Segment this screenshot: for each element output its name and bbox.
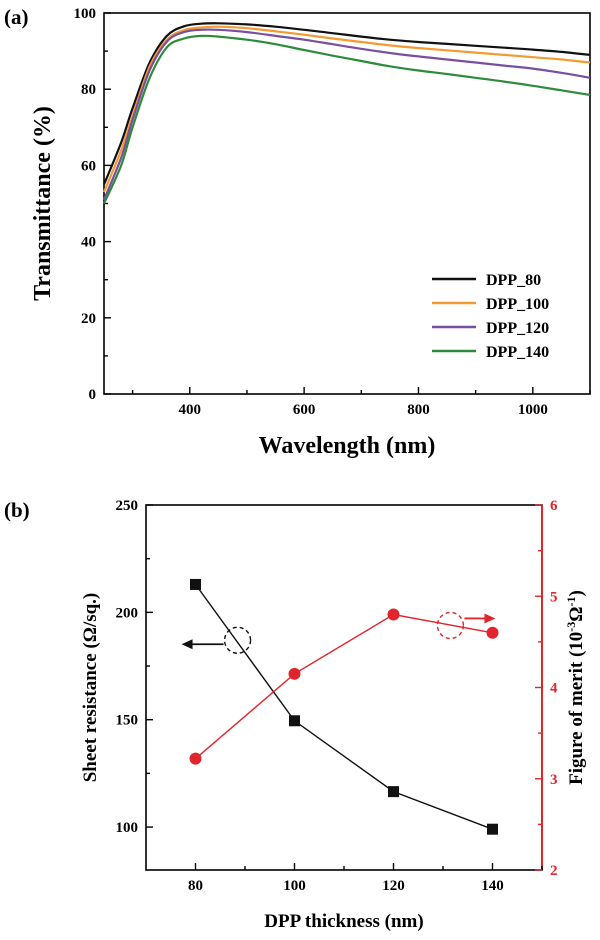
y-tick-label: 0 (89, 387, 97, 403)
legend-label: DPP_140 (486, 344, 549, 361)
y-tick-label: 100 (74, 6, 97, 22)
left-axis-arrowhead (181, 639, 193, 650)
left-y-tick-label: 200 (116, 605, 139, 621)
right-title-end: ) (566, 590, 587, 596)
panel-a-x-axis-title: Wavelength (nm) (259, 433, 436, 459)
left-axis-indicator-circle (223, 626, 252, 654)
legend-label: DPP_100 (486, 296, 549, 313)
panel-b-series (189, 578, 499, 835)
right-title-sup2: -1 (564, 596, 578, 606)
x-tick-label: 80 (188, 878, 203, 894)
panel-b-left-y-axis-title: Sheet resistance (Ω/sq.) (80, 593, 101, 783)
panel-b-plot-frame (145, 504, 543, 871)
x-tick-label: 140 (481, 878, 504, 894)
sheet-resistance-point (487, 823, 498, 835)
figure-of-merit-point (486, 626, 499, 639)
y-tick-label: 40 (81, 235, 96, 251)
panel-a-y-axis-title: Transmittance (%) (30, 106, 56, 301)
panel-a-y-ticks: 0 20 40 60 80 100 (74, 6, 111, 403)
right-title-mid: Ω (566, 606, 587, 621)
panel-a-series (102, 22, 591, 204)
x-tick-label: 120 (382, 878, 405, 894)
panel-b-right-y-axis-title: Figure of merit (10-3Ω-1) (564, 590, 587, 785)
sheet-resistance-point (388, 786, 399, 798)
x-tick-label: 1000 (518, 402, 548, 418)
series-line-dpp_140 (103, 34, 591, 204)
right-y-tick-label: 5 (550, 589, 558, 605)
left-y-tick-label: 250 (116, 498, 139, 514)
y-tick-label: 60 (81, 158, 96, 174)
series-line-dpp_120 (102, 28, 591, 201)
panel-a-legend: DPP_80 DPP_100 DPP_120 DPP_140 (432, 272, 549, 361)
panel-b-left-y-ticks: 100 150 200 250 (116, 498, 153, 836)
panel-b-x-axis-title: DPP thickness (nm) (264, 911, 423, 932)
legend-label: DPP_120 (486, 320, 549, 337)
panel-b-right-y-ticks: 2 3 4 5 6 (535, 498, 558, 879)
series-line-dpp_100 (102, 25, 591, 193)
left-y-tick-label: 100 (116, 820, 139, 836)
panel-b-axis-indicators (181, 611, 496, 654)
right-y-tick-label: 3 (550, 772, 558, 788)
right-y-tick-label: 2 (550, 863, 558, 879)
right-y-tick-label: 6 (550, 498, 558, 514)
panel-b-resistance-merit-chart: (b) 80 100 120 140 100 150 200 250 2 3 4 5 6 DPP t… (4, 498, 587, 932)
left-y-tick-label: 150 (116, 713, 139, 729)
panel-b-x-ticks: 80 100 120 140 (188, 863, 543, 894)
y-tick-label: 20 (81, 311, 96, 327)
y-tick-label: 80 (81, 82, 96, 98)
figure-of-merit-point (387, 608, 400, 621)
panel-a-x-ticks: 400 600 800 1000 (131, 387, 591, 418)
right-axis-indicator-circle (436, 611, 465, 640)
right-title-sup1: -3 (564, 622, 578, 632)
sheet-resistance-point (289, 715, 300, 727)
figure-of-merit-point (189, 752, 202, 765)
sheet-resistance-point (190, 578, 201, 590)
x-tick-label: 600 (293, 402, 316, 418)
series-line-dpp_80 (102, 22, 591, 185)
sheet-resistance-line (194, 583, 493, 830)
right-title-base: Figure of merit (10 (566, 632, 587, 785)
panel-b-label: (b) (4, 498, 30, 522)
x-tick-label: 400 (179, 402, 202, 418)
figure-of-merit-line (195, 613, 493, 760)
right-y-tick-label: 4 (550, 681, 558, 697)
panel-a-label: (a) (4, 5, 29, 29)
x-tick-label: 100 (283, 878, 306, 894)
figure-of-merit-point (288, 667, 301, 680)
right-axis-arrowhead (484, 613, 496, 624)
legend-label: DPP_80 (486, 272, 541, 289)
x-tick-label: 800 (407, 402, 430, 418)
